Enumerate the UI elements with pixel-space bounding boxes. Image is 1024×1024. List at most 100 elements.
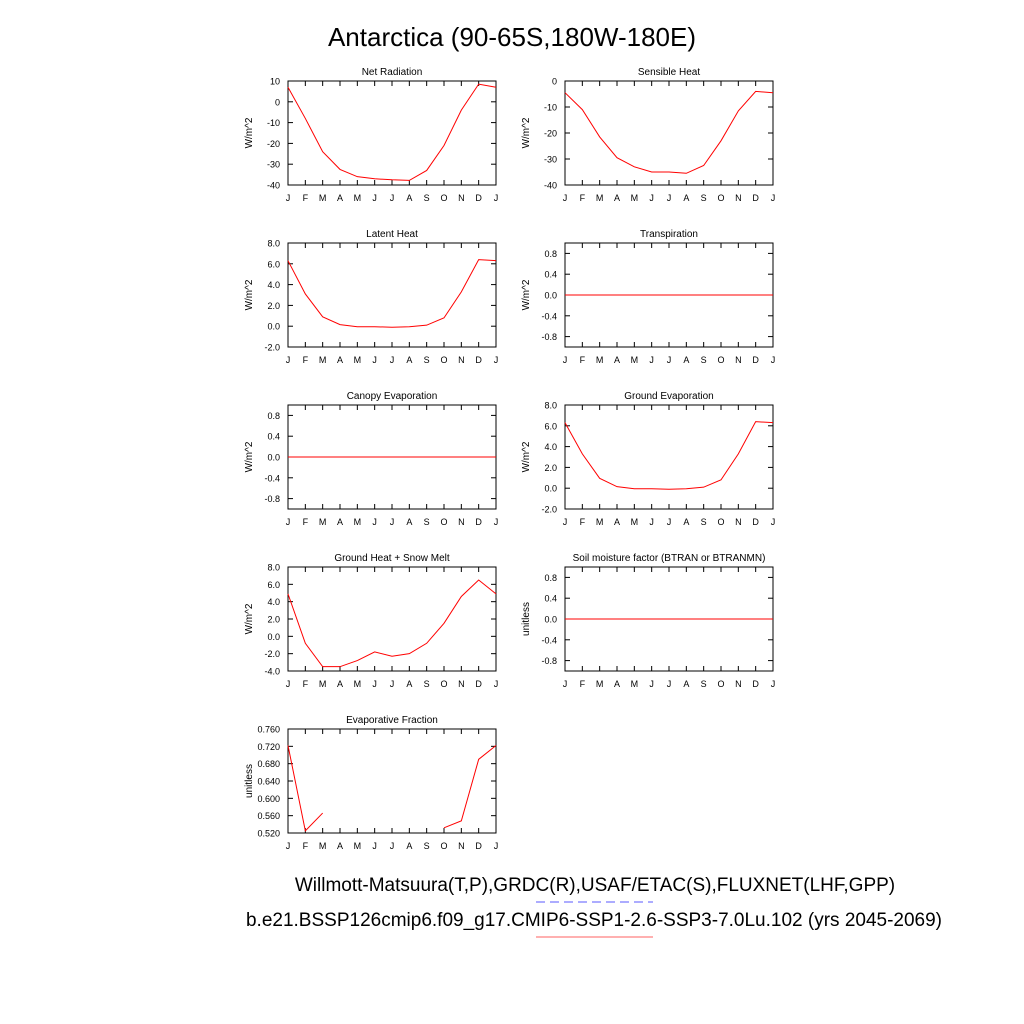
x-tick-label: S xyxy=(701,679,707,689)
x-tick-label: N xyxy=(735,679,742,689)
plot-frame xyxy=(287,242,497,348)
y-tick-label: 0.640 xyxy=(257,777,280,787)
panel-title: Soil moisture factor (BTRAN or BTRANMN) xyxy=(573,553,766,564)
x-tick-label: J xyxy=(286,193,291,203)
x-tick-label: A xyxy=(614,679,620,689)
panel-7: Soil moisture factor (BTRAN or BTRANMN) u… xyxy=(521,553,775,689)
x-tick-label: A xyxy=(337,679,343,689)
panel-title: Sensible Heat xyxy=(638,67,700,78)
y-tick-label: 0.0 xyxy=(544,615,557,625)
x-tick-label: M xyxy=(319,841,327,851)
x-tick-label: J xyxy=(667,517,672,527)
panel-title: Transpiration xyxy=(640,229,698,240)
y-tick-label: 2.0 xyxy=(267,615,280,625)
y-tick-label: 0.4 xyxy=(544,594,557,604)
x-tick-label: J xyxy=(563,679,568,689)
x-tick-label: M xyxy=(596,193,604,203)
x-tick-label: O xyxy=(440,193,447,203)
x-tick-label: M xyxy=(631,355,639,365)
x-tick-label: M xyxy=(596,355,604,365)
plot-frame xyxy=(564,404,774,510)
panel-title: Canopy Evaporation xyxy=(347,391,438,402)
footer-line-2: b.e21.BSSP126cmip6.f09_g17.CMIP6-SSP1-2.… xyxy=(246,910,942,931)
x-tick-label: M xyxy=(631,679,639,689)
x-tick-label: M xyxy=(319,355,327,365)
x-tick-label: O xyxy=(440,355,447,365)
panel-title: Evaporative Fraction xyxy=(346,715,438,726)
x-tick-label: M xyxy=(596,517,604,527)
x-tick-label: J xyxy=(494,355,499,365)
y-tick-label: -4.0 xyxy=(264,667,280,677)
x-tick-label: D xyxy=(752,193,759,203)
y-tick-label: 0.4 xyxy=(267,432,280,442)
y-tick-label: -0.4 xyxy=(541,311,557,321)
panel-title: Net Radiation xyxy=(362,67,423,78)
y-tick-label: -30 xyxy=(267,160,280,170)
x-tick-label: J xyxy=(771,679,776,689)
x-tick-label: D xyxy=(752,517,759,527)
x-tick-label: O xyxy=(440,517,447,527)
x-tick-label: S xyxy=(424,355,430,365)
x-tick-label: M xyxy=(631,517,639,527)
x-tick-label: J xyxy=(390,841,395,851)
y-tick-label: 0 xyxy=(552,77,557,87)
x-tick-label: M xyxy=(596,679,604,689)
y-tick-label: -0.8 xyxy=(541,656,557,666)
x-tick-label: J xyxy=(494,517,499,527)
series-line xyxy=(443,745,497,829)
series-line xyxy=(287,579,497,668)
y-tick-label: 0.8 xyxy=(267,411,280,421)
x-tick-label: N xyxy=(735,517,742,527)
x-tick-label: S xyxy=(701,193,707,203)
x-tick-label: N xyxy=(458,193,465,203)
y-axis-label: unitless xyxy=(244,764,255,798)
y-tick-label: -2.0 xyxy=(264,343,280,353)
x-tick-label: N xyxy=(458,679,465,689)
y-axis-label: W/m^2 xyxy=(244,117,255,148)
x-tick-label: J xyxy=(649,679,654,689)
x-tick-label: J xyxy=(372,517,377,527)
x-tick-label: D xyxy=(475,679,482,689)
y-tick-label: -20 xyxy=(267,139,280,149)
x-tick-label: F xyxy=(303,193,309,203)
x-tick-label: A xyxy=(406,355,412,365)
x-tick-label: J xyxy=(390,679,395,689)
x-tick-label: M xyxy=(354,517,362,527)
series-line xyxy=(287,83,497,181)
x-tick-label: A xyxy=(406,679,412,689)
x-tick-label: N xyxy=(735,193,742,203)
y-tick-label: 0.0 xyxy=(544,484,557,494)
x-tick-label: A xyxy=(614,193,620,203)
y-tick-label: 0.520 xyxy=(257,829,280,839)
x-tick-label: M xyxy=(631,193,639,203)
x-tick-label: D xyxy=(475,517,482,527)
x-tick-label: F xyxy=(580,355,586,365)
y-tick-label: -0.8 xyxy=(264,494,280,504)
figure-title: Antarctica (90-65S,180W-180E) xyxy=(328,22,696,52)
x-tick-label: A xyxy=(614,355,620,365)
x-tick-label: S xyxy=(424,517,430,527)
y-tick-label: -40 xyxy=(544,181,557,191)
x-tick-label: S xyxy=(701,355,707,365)
y-axis-label: W/m^2 xyxy=(244,441,255,472)
y-tick-label: 0.720 xyxy=(257,742,280,752)
series-line xyxy=(564,421,774,490)
x-tick-label: J xyxy=(667,193,672,203)
x-tick-label: A xyxy=(406,193,412,203)
series-line xyxy=(564,90,774,174)
x-tick-label: J xyxy=(390,517,395,527)
x-tick-label: J xyxy=(494,193,499,203)
y-tick-label: -2.0 xyxy=(541,505,557,515)
x-tick-label: D xyxy=(475,355,482,365)
y-tick-label: 4.0 xyxy=(267,280,280,290)
y-tick-label: 6.0 xyxy=(544,421,557,431)
x-tick-label: F xyxy=(580,193,586,203)
x-tick-label: M xyxy=(354,193,362,203)
